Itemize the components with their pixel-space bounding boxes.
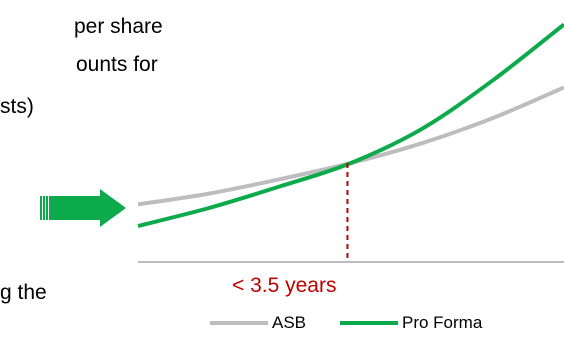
arrow-stripe [43,196,45,220]
arrow-head [100,189,126,227]
arrow-stripe [46,196,48,220]
legend-swatch-pro-forma [340,321,398,325]
series-line-pro-forma [137,22,564,228]
series-line-asb [137,85,564,207]
arrow-right-icon [40,189,126,227]
legend-swatch-asb [210,321,268,325]
arrow-stripe [40,196,42,220]
text-fragment-4: g the [0,281,47,304]
legend-label-asb: ASB [272,313,307,332]
crossover-annotation: < 3.5 years [232,274,336,297]
text-fragment-2: ounts for [76,53,158,76]
arrow-body [49,196,100,220]
series-layer [137,22,564,228]
text-fragment-1: per share [74,15,163,38]
legend-item-pro-forma: Pro Forma [340,313,482,333]
text-fragment-3: sts) [0,95,34,118]
legend-item-asb: ASB [210,313,306,333]
legend-label-pro-forma: Pro Forma [402,313,483,332]
